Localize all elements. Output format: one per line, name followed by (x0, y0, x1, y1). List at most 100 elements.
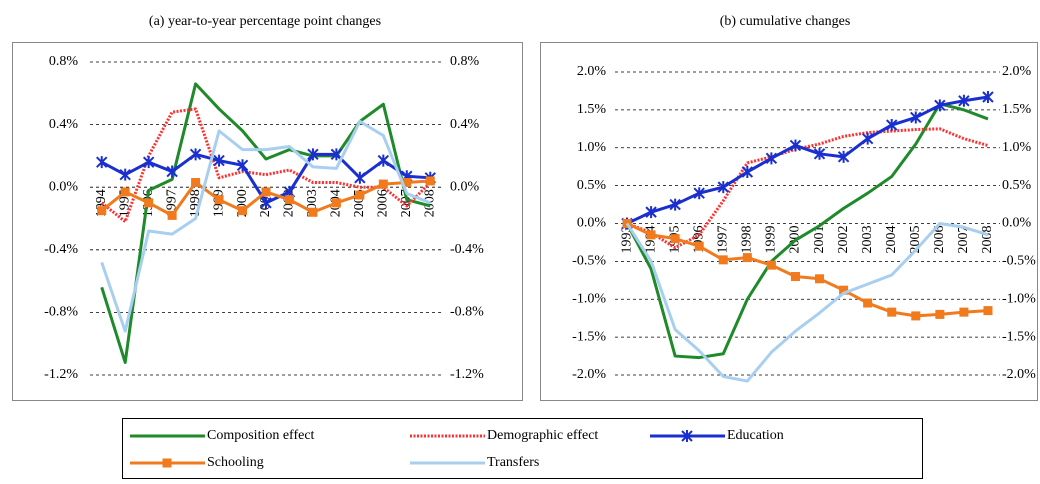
marker (167, 210, 177, 220)
marker (813, 147, 826, 160)
marker (307, 148, 319, 161)
marker (189, 148, 202, 161)
marker (959, 307, 969, 317)
x-tick-label: 2007 (956, 226, 971, 254)
y-tick-label: 0.4% (49, 117, 79, 132)
y2-tick-label: -1.2% (450, 367, 484, 382)
marker (839, 285, 849, 295)
series-line (625, 222, 989, 383)
y2-tick-label: 1.0% (1002, 140, 1032, 155)
legend-label: Education (727, 428, 784, 443)
y-tick-label: 0.0% (49, 179, 79, 194)
series (100, 82, 431, 364)
series-line (625, 102, 989, 360)
legend-label: Transfers (487, 455, 539, 470)
y-tick-label: -1.5% (572, 329, 606, 344)
marker (790, 272, 800, 282)
series (621, 90, 994, 230)
x-tick-label: 2008 (980, 226, 995, 254)
legend-marker (162, 458, 172, 468)
y-tick-label: -0.8% (44, 305, 78, 320)
marker (425, 176, 435, 186)
y2-tick-label: 0.0% (1002, 216, 1032, 231)
x-tick-label: 1997 (716, 226, 731, 254)
y2-tick-label: 0.4% (450, 117, 480, 132)
marker (982, 90, 994, 103)
y2-tick-label: 2.0% (1002, 64, 1032, 79)
marker (236, 159, 249, 172)
y2-tick-label: 1.5% (1002, 102, 1032, 117)
y2-tick-label: -0.5% (1002, 254, 1036, 269)
legend-marker (681, 430, 693, 442)
y2-tick-label: -2.0% (1002, 367, 1036, 382)
marker (96, 156, 108, 169)
series-line (100, 119, 431, 333)
y-tick-label: -1.0% (572, 291, 606, 306)
series (625, 102, 989, 360)
x-tick-label: 1994 (643, 226, 658, 254)
marker (284, 195, 294, 205)
marker (694, 241, 704, 251)
series-line (100, 82, 431, 364)
marker (378, 179, 388, 189)
y-tick-label: -2.0% (572, 367, 606, 382)
x-tick-label: 2002 (836, 226, 851, 254)
marker (119, 168, 131, 181)
series-line (626, 95, 989, 225)
marker (355, 190, 365, 200)
y-tick-label: -0.4% (44, 242, 78, 257)
y2-tick-label: -1.0% (1002, 291, 1036, 306)
y-tick-label: -1.2% (44, 367, 78, 382)
marker (765, 152, 778, 165)
x-tick-label: 2006 (376, 189, 391, 217)
y-tick-label: -0.5% (572, 254, 606, 269)
y-tick-label: 0.0% (577, 216, 607, 231)
marker (863, 298, 873, 308)
x-tick-label: 2006 (932, 226, 947, 254)
marker (402, 178, 412, 188)
marker (645, 206, 657, 219)
x-tick-label: 2004 (884, 226, 899, 254)
marker (910, 111, 922, 124)
series (622, 219, 993, 321)
y-tick-label: 2.0% (577, 64, 607, 79)
legend-label: Schooling (207, 455, 264, 470)
marker (741, 165, 754, 178)
panel-frame (540, 42, 1038, 401)
marker (958, 94, 970, 107)
marker (97, 206, 107, 216)
marker (213, 154, 225, 167)
y2-tick-label: 0.5% (1002, 178, 1032, 193)
marker (766, 260, 776, 270)
y2-tick-label: 0.0% (450, 179, 480, 194)
series (97, 176, 435, 220)
x-tick-label: 1998 (740, 226, 755, 254)
marker (238, 206, 248, 216)
marker (983, 306, 993, 316)
marker (331, 198, 341, 208)
x-tick-label: 2003 (860, 226, 875, 254)
marker (214, 195, 224, 205)
marker (887, 307, 897, 317)
marker (261, 187, 271, 197)
marker (166, 165, 178, 178)
series (625, 222, 989, 383)
panel-frame (12, 42, 523, 401)
y-tick-label: 0.8% (49, 54, 79, 69)
y2-tick-label: -0.8% (450, 305, 484, 320)
marker (120, 187, 130, 197)
marker (693, 187, 705, 200)
y-tick-label: 1.5% (577, 102, 607, 117)
marker (670, 234, 680, 244)
series-line (626, 222, 989, 318)
marker (142, 156, 155, 169)
y-tick-label: 1.0% (577, 140, 607, 155)
x-tick-label: 2001 (812, 226, 827, 254)
marker (815, 274, 825, 284)
chart-title: (a) year-to-year percentage point change… (149, 14, 381, 29)
marker (377, 154, 390, 167)
marker (837, 150, 850, 163)
marker (934, 99, 946, 112)
marker (669, 198, 681, 211)
